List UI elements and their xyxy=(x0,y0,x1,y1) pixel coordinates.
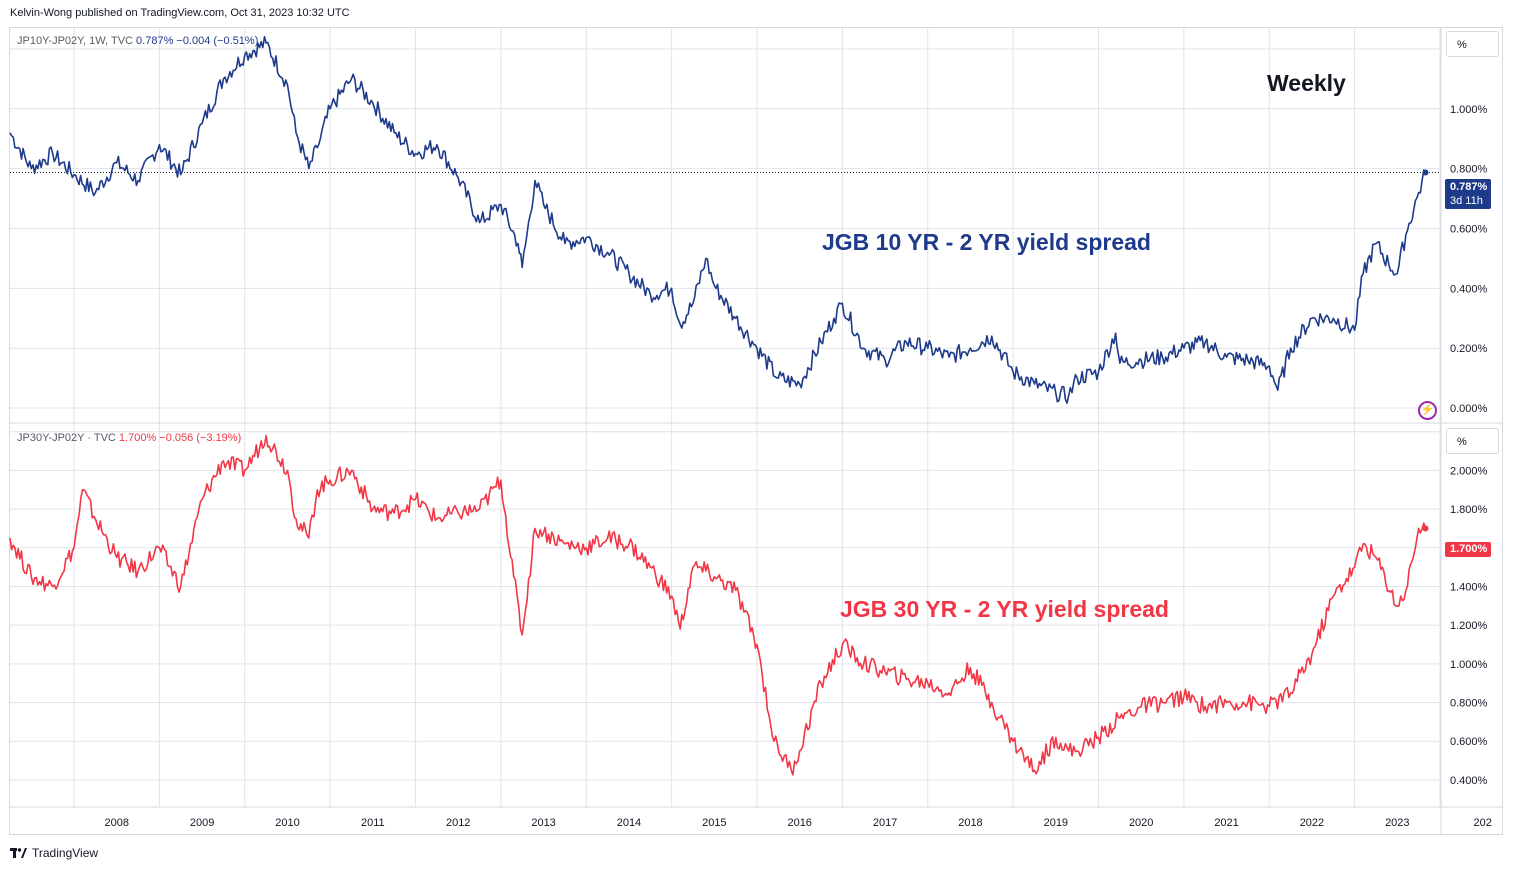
legend-symbol: JP10Y-JP02Y, 1W, TVC xyxy=(17,35,133,47)
x-tick-label: 2020 xyxy=(1129,817,1153,829)
y-tick-label: 0.800% xyxy=(1450,164,1488,176)
x-tick-label: 2021 xyxy=(1214,817,1238,829)
series-layer xyxy=(9,35,1429,776)
percent-scale-button[interactable]: % xyxy=(1446,31,1499,57)
last-point-jp30y xyxy=(1422,525,1429,532)
publisher-caption: Kelvin-Wong published on TradingView.com… xyxy=(10,7,350,19)
legend-jp10y[interactable]: JP10Y-JP02Y, 1W, TVC 0.787% −0.004 (−0.5… xyxy=(17,35,258,47)
x-tick-label: 2015 xyxy=(702,817,726,829)
legend-last-value: 1.700% xyxy=(118,432,157,444)
annotation-jgb10-2: JGB 10 YR - 2 YR yield spread xyxy=(822,229,1151,255)
legend-symbol: JP30Y-JP02Y · TVC xyxy=(17,432,116,444)
legend-jp30y[interactable]: JP30Y-JP02Y · TVC 1.700% −0.056 (−3.19%) xyxy=(17,432,241,444)
y-tick-label: 0.200% xyxy=(1450,343,1488,355)
x-tick-label: 2016 xyxy=(787,817,811,829)
x-tick-label: 202 xyxy=(1474,817,1492,829)
badge-value: 0.787% xyxy=(1450,181,1488,193)
annotation-weekly: Weekly xyxy=(1267,70,1346,96)
y-tick-label: 0.000% xyxy=(1450,403,1488,415)
grid-layer xyxy=(10,28,1441,807)
legend-last-value: 0.787% xyxy=(136,35,174,47)
last-point-jp10y xyxy=(1422,169,1429,176)
y-tick-label: 2.000% xyxy=(1450,465,1488,477)
x-tick-label: 2011 xyxy=(361,817,385,829)
y-tick-label: 1.400% xyxy=(1450,581,1488,593)
x-tick-label: 2009 xyxy=(190,817,214,829)
tradingview-logo-icon xyxy=(10,848,27,858)
y-tick-label: 0.400% xyxy=(1450,775,1488,787)
x-tick-label: 2010 xyxy=(275,817,299,829)
annotation-jgb30-2: JGB 30 YR - 2 YR yield spread xyxy=(840,596,1169,622)
x-tick-label: 2018 xyxy=(958,817,982,829)
x-tick-label: 2023 xyxy=(1385,817,1409,829)
x-tick-label: 2012 xyxy=(446,817,470,829)
y-tick-label: 0.600% xyxy=(1450,223,1488,235)
y-tick-label: 1.000% xyxy=(1450,104,1488,116)
lightning-alert-icon[interactable]: ⚡ xyxy=(1418,401,1437,420)
brand-label: TradingView xyxy=(32,846,99,860)
y-tick-label: 1.000% xyxy=(1450,659,1488,671)
series-line-jp30y xyxy=(9,434,1427,776)
x-tick-label: 2022 xyxy=(1300,817,1324,829)
chart-frame[interactable] xyxy=(9,27,1503,835)
badge-countdown: 3d 11h xyxy=(1450,195,1483,207)
y-tick-label: 1.200% xyxy=(1450,620,1488,632)
tradingview-logo[interactable]: TradingView xyxy=(10,846,98,860)
series-line-jp10y xyxy=(9,35,1427,404)
time-axis: 2008 2009 2010 2011 2012 2013 2014 2015 2016 2017… xyxy=(104,817,1491,829)
y-tick-label: 1.800% xyxy=(1450,504,1488,516)
last-value-badge-jp30y: 1.700% xyxy=(1445,542,1491,557)
x-tick-label: 2013 xyxy=(531,817,555,829)
legend-change: −0.056 (−3.19%) xyxy=(159,432,242,444)
y-tick-label: 0.400% xyxy=(1450,283,1488,295)
x-tick-label: 2017 xyxy=(873,817,897,829)
price-axis: 1.200% 1.000% 0.800% 0.600% 0.400% 0.200% 0.00… xyxy=(1450,44,1488,787)
x-tick-label: 2014 xyxy=(617,817,641,829)
x-tick-label: 2008 xyxy=(104,817,128,829)
x-tick-label: 2019 xyxy=(1044,817,1068,829)
y-tick-label: 0.600% xyxy=(1450,736,1488,748)
y-tick-label: 0.800% xyxy=(1450,698,1488,710)
last-value-badge-jp10y: 0.787% 3d 11h xyxy=(1445,179,1491,209)
percent-scale-button[interactable]: % xyxy=(1446,428,1499,454)
legend-change: −0.004 (−0.51%) xyxy=(176,35,259,47)
